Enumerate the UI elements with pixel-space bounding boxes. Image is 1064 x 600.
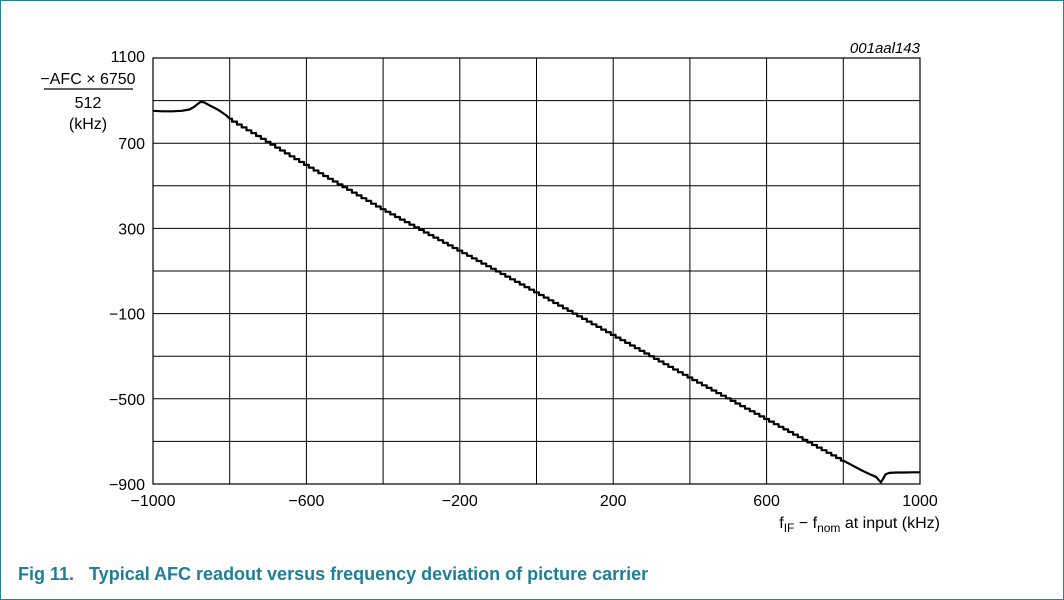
grid-lines (153, 58, 920, 484)
x-axis-label: fIF − fnom at input (kHz) (779, 515, 940, 535)
plot-area-border (152, 57, 921, 485)
x-label-mid: − f (794, 515, 817, 532)
y-axis-label: −AFC × 6750 512 (kHz) (40, 71, 135, 133)
plot-border (152, 57, 921, 485)
x-label-f: f (779, 515, 784, 532)
x-tick-label: 200 (600, 493, 627, 510)
x-tick-label: 600 (753, 493, 780, 510)
x-tick-label: −1000 (131, 493, 176, 510)
y-tick-label: −900 (109, 477, 145, 494)
x-label-sub-if: IF (784, 521, 795, 535)
tick-labels: −1000 −600 −200 200 600 1000 −900 −500 −100 300 70… (109, 49, 938, 510)
x-label-sub-nom: nom (817, 521, 840, 535)
figure-caption: Fig 11. Typical AFC readout versus frequ… (18, 564, 649, 584)
x-label-tail: at input (kHz) (840, 515, 940, 532)
x-tick-label: −600 (288, 493, 324, 510)
y-label-unit: (kHz) (69, 116, 107, 133)
x-tick-label: −200 (442, 493, 478, 510)
y-tick-label: 700 (118, 136, 145, 153)
figure-id-label: 001aal143 (850, 40, 921, 57)
y-label-denominator: 512 (75, 95, 102, 112)
y-tick-label: 300 (118, 221, 145, 238)
x-tick-label: 1000 (902, 493, 938, 510)
y-label-numerator: −AFC × 6750 (40, 71, 135, 88)
y-tick-label: 1100 (111, 49, 146, 66)
y-tick-label: −500 (109, 392, 145, 409)
series-line-afc-readout (152, 100, 920, 484)
y-tick-label: −100 (109, 307, 145, 324)
